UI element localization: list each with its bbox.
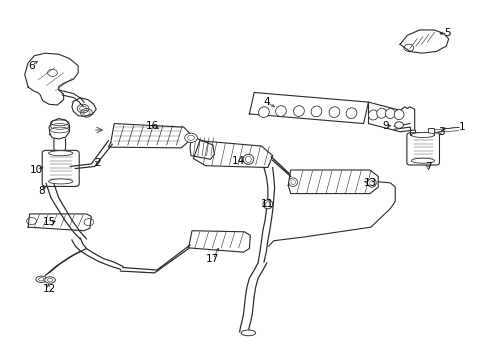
Ellipse shape <box>367 179 375 187</box>
Ellipse shape <box>44 277 55 283</box>
Ellipse shape <box>241 330 255 336</box>
Ellipse shape <box>48 179 73 184</box>
Ellipse shape <box>243 154 253 164</box>
Polygon shape <box>368 102 414 132</box>
Text: 7: 7 <box>424 162 431 172</box>
Ellipse shape <box>346 108 356 118</box>
Polygon shape <box>188 231 250 252</box>
Text: 8: 8 <box>38 186 44 197</box>
Text: 14: 14 <box>232 157 245 166</box>
Bar <box>427 128 433 135</box>
Text: 16: 16 <box>145 121 159 131</box>
Text: 4: 4 <box>263 97 269 107</box>
Text: 13: 13 <box>363 178 376 188</box>
Ellipse shape <box>275 106 286 116</box>
Ellipse shape <box>48 151 73 156</box>
Polygon shape <box>108 123 193 148</box>
Ellipse shape <box>288 178 297 186</box>
Ellipse shape <box>263 200 272 209</box>
FancyBboxPatch shape <box>406 133 439 165</box>
Ellipse shape <box>393 110 403 120</box>
Text: 11: 11 <box>261 199 274 209</box>
Polygon shape <box>399 30 448 53</box>
Text: 12: 12 <box>42 284 56 294</box>
Ellipse shape <box>36 276 46 283</box>
Ellipse shape <box>368 110 377 120</box>
Text: 15: 15 <box>42 217 56 227</box>
Ellipse shape <box>410 158 434 163</box>
Polygon shape <box>249 93 368 123</box>
Text: 10: 10 <box>30 165 43 175</box>
Ellipse shape <box>328 107 339 117</box>
Text: 5: 5 <box>444 28 450 38</box>
Circle shape <box>184 133 197 143</box>
Ellipse shape <box>394 122 403 128</box>
Ellipse shape <box>310 106 321 117</box>
Ellipse shape <box>410 132 434 138</box>
Polygon shape <box>287 170 377 194</box>
Polygon shape <box>25 53 78 105</box>
Ellipse shape <box>293 106 304 116</box>
Text: 2: 2 <box>94 158 101 168</box>
Ellipse shape <box>258 107 269 117</box>
Ellipse shape <box>376 108 386 118</box>
FancyBboxPatch shape <box>42 150 79 186</box>
Text: 6: 6 <box>28 61 35 71</box>
Polygon shape <box>193 141 272 167</box>
Text: 3: 3 <box>437 127 444 138</box>
Polygon shape <box>72 98 96 116</box>
Polygon shape <box>28 214 91 231</box>
Text: 1: 1 <box>458 122 465 132</box>
Polygon shape <box>49 118 69 139</box>
Polygon shape <box>190 137 214 159</box>
Text: 9: 9 <box>382 121 388 131</box>
Ellipse shape <box>385 109 394 118</box>
Text: 17: 17 <box>206 254 219 264</box>
